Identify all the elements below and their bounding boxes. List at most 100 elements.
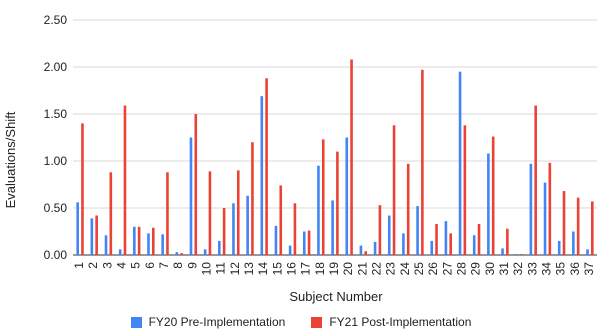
bar-fy21-21 <box>364 251 368 255</box>
bar-fy20-24 <box>402 233 405 255</box>
bar-fy20-34 <box>543 182 547 255</box>
bar-fy21-29 <box>477 223 481 255</box>
x-tick-label: 15 <box>270 262 284 276</box>
y-tick-label: 2.50 <box>44 13 68 27</box>
x-tick-label: 7 <box>157 262 171 269</box>
bar-fy21-33 <box>534 105 537 255</box>
legend-swatch-fy20 <box>130 316 142 328</box>
bar-fy21-3 <box>109 172 113 255</box>
bar-fy20-37 <box>586 249 589 255</box>
bar-fy20-32 <box>515 254 519 255</box>
bar-fy20-18 <box>317 165 320 255</box>
x-tick-label: 23 <box>384 262 398 276</box>
bar-fy20-23 <box>387 215 391 255</box>
bar-fy20-8 <box>175 252 179 255</box>
x-tick-label: 13 <box>242 262 256 276</box>
x-tick-label: 27 <box>440 262 454 276</box>
bar-fy21-27 <box>449 233 452 255</box>
x-tick-label: 2 <box>86 262 100 269</box>
x-tick-label: 28 <box>454 262 468 276</box>
x-tick-label: 17 <box>299 262 313 276</box>
x-tick-label: 1 <box>72 262 86 269</box>
bar-fy20-27 <box>444 221 448 255</box>
bar-fy21-28 <box>463 125 467 255</box>
bar-fy20-17 <box>302 231 306 255</box>
bar-fy21-17 <box>307 230 311 255</box>
bar-fy21-11 <box>222 208 226 255</box>
bar-fy21-16 <box>293 203 297 255</box>
x-tick-label: 26 <box>426 262 440 276</box>
x-tick-label: 34 <box>539 262 553 276</box>
bar-fy21-32 <box>520 254 523 255</box>
bar-fy21-31 <box>506 228 509 255</box>
x-tick-label: 6 <box>143 262 157 269</box>
bar-fy20-29 <box>472 235 476 255</box>
x-tick-label: 30 <box>483 262 497 276</box>
y-tick-label: 0.50 <box>44 201 68 215</box>
bar-fy21-5 <box>137 226 141 255</box>
bar-fy20-16 <box>288 245 292 255</box>
bar-fy20-28 <box>458 71 462 255</box>
bar-fy20-31 <box>501 248 504 255</box>
y-tick-label: 1.50 <box>44 107 68 121</box>
bar-fy21-37 <box>591 201 594 255</box>
y-tick-labels: 0.00 0.50 1.00 1.50 2.00 2.50 <box>44 13 68 262</box>
bar-fy21-13 <box>251 142 254 255</box>
bar-fy20-6 <box>147 233 150 255</box>
y-tick-label: 0.00 <box>44 248 68 262</box>
bar-fy21-35 <box>562 191 566 255</box>
x-tick-label: 37 <box>582 262 596 276</box>
bar-fy21-12 <box>236 170 240 255</box>
x-tick-label: 22 <box>369 262 383 276</box>
x-tick-label: 16 <box>285 262 299 276</box>
x-axis-label: Subject Number <box>289 289 383 304</box>
bar-fy20-11 <box>218 240 221 255</box>
x-tick-label: 32 <box>511 262 525 276</box>
bar-fy21-22 <box>378 205 382 255</box>
bar-fy21-9 <box>194 114 198 255</box>
bar-fy21-24 <box>406 163 410 255</box>
legend: FY20 Pre-Implementation FY21 Post-Implem… <box>0 314 602 330</box>
x-tick-label: 10 <box>200 262 214 276</box>
bar-fy21-7 <box>166 172 169 255</box>
bar-fy20-30 <box>487 153 490 255</box>
x-tick-label: 29 <box>469 262 483 276</box>
x-tick-label: 19 <box>327 262 341 276</box>
legend-label-fy20: FY20 Pre-Implementation <box>148 315 286 329</box>
bar-fy20-1 <box>76 202 79 255</box>
bar-fy20-4 <box>118 249 122 255</box>
x-tick-label: 24 <box>398 262 412 276</box>
bar-fy21-15 <box>279 185 283 255</box>
bar-fy21-2 <box>95 215 98 255</box>
bar-fy20-25 <box>416 206 419 255</box>
bar-fy20-13 <box>246 195 249 255</box>
x-tick-label: 35 <box>554 262 568 276</box>
y-tick-label: 2.00 <box>44 60 68 74</box>
x-tick-labels: 1 2 3 4 5 6 7 8 9 10 11 12 13 14 15 16 17 18 19 20 21 22 23 24 2… <box>72 262 596 276</box>
bar-fy21-14 <box>265 78 268 255</box>
bar-fy20-2 <box>90 218 94 255</box>
bar-fy21-1 <box>81 123 84 256</box>
legend-item-fy21: FY21 Post-Implementation <box>311 315 471 329</box>
bar-fy20-36 <box>572 231 575 255</box>
bar-fy21-6 <box>151 227 155 255</box>
x-tick-label: 11 <box>214 262 228 275</box>
x-tick-label: 31 <box>497 262 511 276</box>
legend-label-fy21: FY21 Post-Implementation <box>329 315 472 329</box>
x-tick-label: 3 <box>100 262 114 269</box>
x-tick-label: 21 <box>355 262 369 276</box>
bar-fy21-23 <box>392 125 396 255</box>
bar-fy21-10 <box>208 171 212 255</box>
bar-fy21-8 <box>180 253 183 255</box>
bar-fy21-20 <box>350 59 353 256</box>
bar-fy21-30 <box>491 136 495 255</box>
bar-fy20-15 <box>274 225 278 255</box>
bar-fy21-25 <box>421 69 424 255</box>
x-tick-label: 8 <box>171 262 185 269</box>
bar-fy21-26 <box>435 223 438 255</box>
bar-fy21-36 <box>576 197 580 255</box>
x-tick-label: 20 <box>341 262 355 276</box>
bar-fy20-22 <box>373 241 377 255</box>
